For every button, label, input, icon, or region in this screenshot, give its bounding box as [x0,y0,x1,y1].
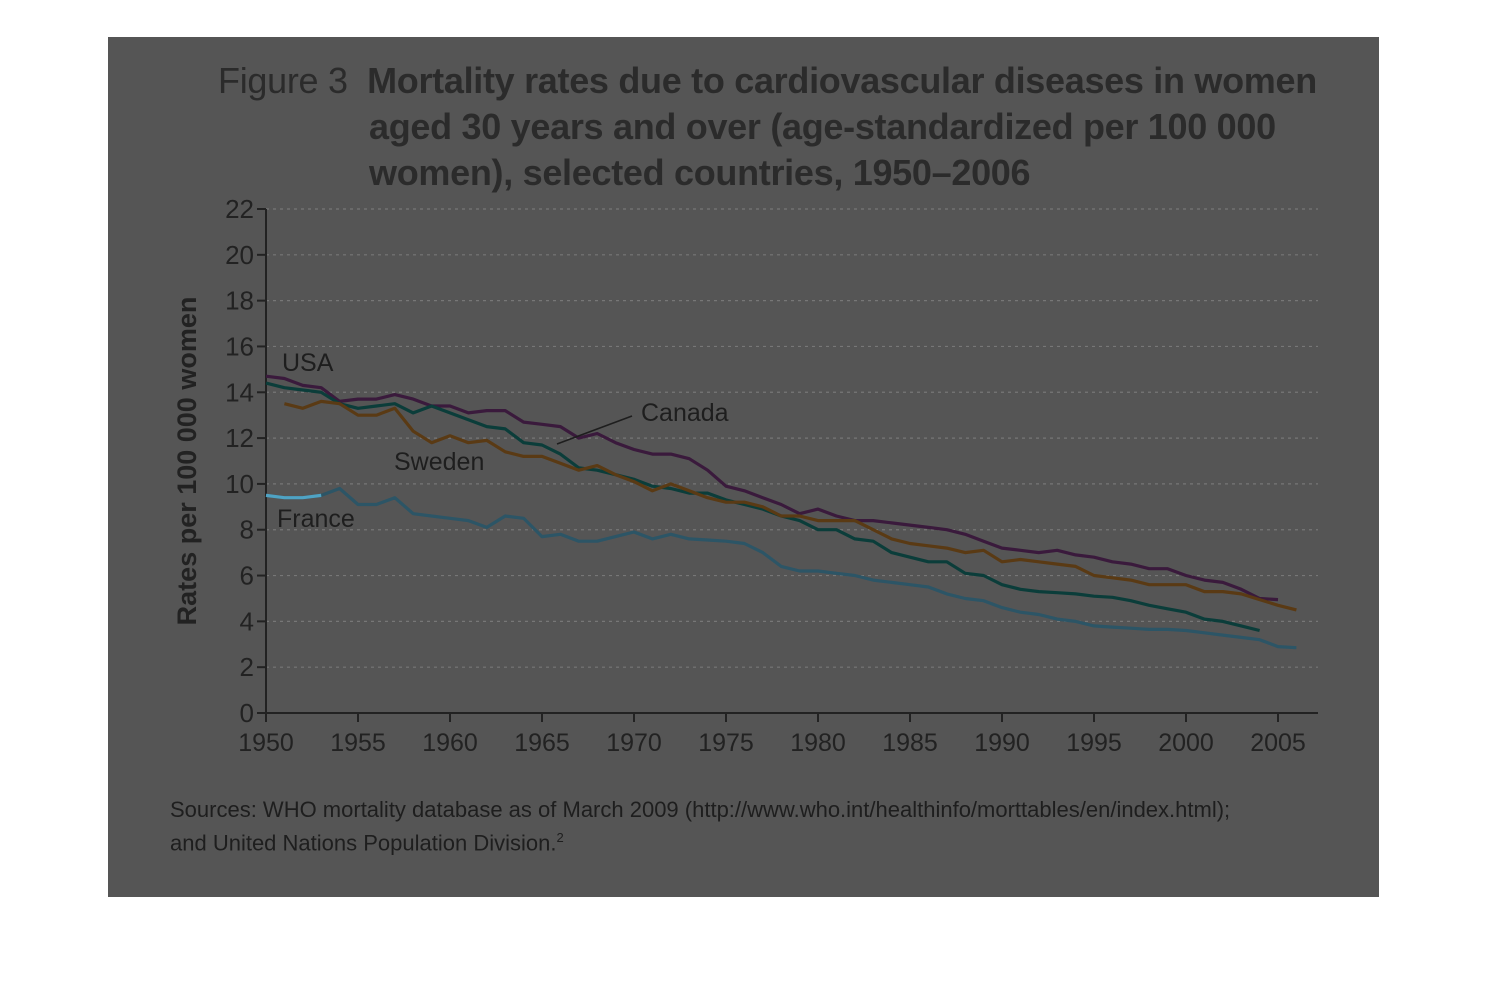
series-label-usa: USA [282,349,334,377]
title-line-3: women), selected countries, 1950–2006 [369,152,1031,193]
x-tick-label-1975: 1975 [698,729,754,757]
y-tick-label-18: 18 [225,286,254,316]
x-tick-label-1995: 1995 [1066,729,1122,757]
x-tick-label-1950: 1950 [238,729,294,757]
label-layer: USA Canada Sweden France [277,349,729,533]
y-tick-label-20: 20 [225,240,254,270]
series-line-france-early [265,493,322,500]
title-text-1: Mortality rates due to cardiovascular di… [367,60,1317,101]
series-line-canada [265,381,1260,633]
y-tick-label-8: 8 [240,515,254,545]
figure-label: Figure 3 [218,60,348,101]
y-tick-label-22: 22 [225,194,254,224]
series-label-sweden: Sweden [394,448,484,476]
x-tick-label-1990: 1990 [974,729,1030,757]
y-tick-label-16: 16 [225,331,254,361]
series-label-france: France [277,505,355,533]
axis-layer: 0 2 4 6 8 10 12 14 16 18 20 22 1950 1955 1960 1965 1970 1… [172,194,1318,757]
y-tick-label-4: 4 [240,606,254,636]
series-layer [265,374,1297,650]
x-tick-label-2005: 2005 [1250,729,1306,757]
y-tick-label-6: 6 [240,561,254,591]
x-tick-label-1960: 1960 [422,729,478,757]
x-tick-label-2000: 2000 [1158,729,1214,757]
title-line-1: Figure 3 Mortality rates due to cardiova… [218,60,1317,102]
x-tick-label-1970: 1970 [606,729,662,757]
x-tick-label-1965: 1965 [514,729,570,757]
x-tick-label-1980: 1980 [790,729,846,757]
figure-panel [108,37,1379,897]
sources-line-2: and United Nations Population Division.2 [170,830,564,856]
y-tick-label-12: 12 [225,423,254,453]
y-tick-label-2: 2 [240,652,254,682]
sources-text-2: and United Nations Population Division. [170,830,557,856]
y-axis-label: Rates per 100 000 women [172,297,202,626]
series-label-canada: Canada [641,399,729,427]
title-line-2: aged 30 years and over (age-standardized… [369,106,1276,147]
series-line-sweden [284,399,1297,612]
sources-line-1: Sources: WHO mortality database as of Ma… [170,797,1231,822]
x-tick-label-1955: 1955 [330,729,386,757]
series-line-france [265,486,1297,650]
x-tick-label-1985: 1985 [882,729,938,757]
y-tick-label-0: 0 [240,698,254,728]
footnote-marker: 2 [556,830,564,845]
canada-leader-line [556,415,633,445]
y-tick-label-14: 14 [225,377,254,407]
y-tick-label-10: 10 [225,469,254,499]
